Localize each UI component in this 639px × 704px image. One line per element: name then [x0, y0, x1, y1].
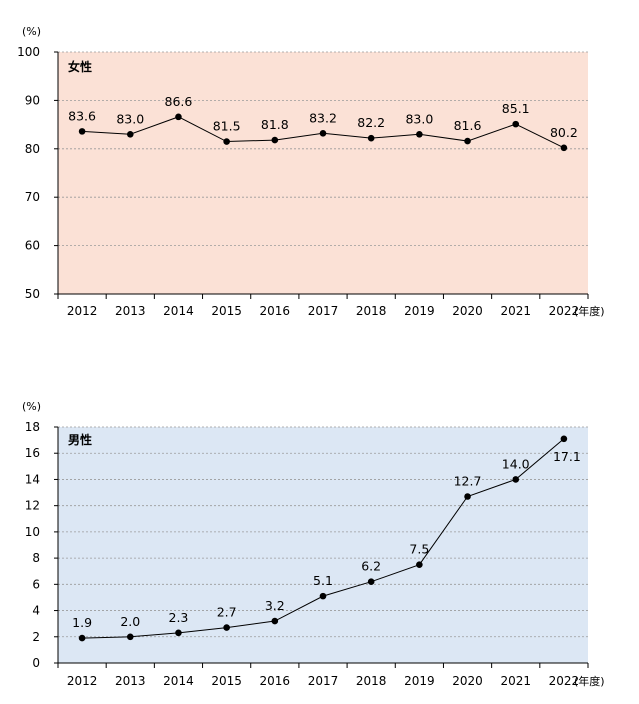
- panel-label: 女性: [68, 59, 92, 74]
- x-tick-label: 2017: [308, 674, 339, 688]
- x-unit-label: (年度): [574, 674, 605, 688]
- y-tick-label: 70: [25, 190, 40, 204]
- panel-female: 50 60 70 80 90 100 2012 2013 2014 2015 2016 2017 201…: [17, 25, 605, 318]
- data-point: [223, 138, 230, 145]
- x-tick-label: 2013: [115, 674, 146, 688]
- data-label: 7.5: [409, 542, 429, 557]
- data-point: [271, 136, 279, 144]
- y-tick-label: 10: [25, 525, 40, 539]
- data-label: 2.0: [120, 614, 140, 629]
- x-tick-label: 2012: [67, 674, 98, 688]
- y-tick-label: 100: [17, 45, 40, 59]
- data-label: 12.7: [454, 473, 482, 488]
- y-tick-label: 90: [25, 93, 40, 107]
- panel-label: 男性: [68, 432, 92, 447]
- data-point: [512, 476, 520, 483]
- x-tick-label: 2016: [260, 304, 291, 318]
- x-tick-label: 2022: [549, 304, 580, 318]
- y-tick-label: 0: [32, 656, 40, 670]
- data-label: 83.6: [68, 108, 96, 123]
- y-tick-label: 14: [25, 472, 40, 486]
- data-label: 83.0: [116, 111, 144, 126]
- data-point: [126, 633, 134, 641]
- data-point: [271, 617, 279, 625]
- data-label: 81.8: [261, 117, 289, 132]
- y-unit-label: (%): [22, 400, 41, 413]
- data-label: 17.1: [553, 449, 581, 464]
- data-label: 86.6: [165, 94, 193, 109]
- data-point: [126, 130, 134, 138]
- data-point: [78, 634, 86, 642]
- y-tick-label: 2: [32, 630, 40, 644]
- x-tick-label: 2012: [67, 304, 98, 318]
- x-tick-label: 2017: [308, 304, 339, 318]
- y-tick-label: 60: [25, 239, 40, 253]
- x-tick-label: 2013: [115, 304, 146, 318]
- panel-male: 0 2 4 6 8 10 12 14 16 18 2012 2013 2014 2015 2016 2017 2…: [22, 400, 605, 688]
- data-point: [319, 130, 327, 137]
- data-point: [512, 120, 520, 128]
- y-tick-label: 12: [25, 499, 40, 513]
- plot-background: [58, 427, 588, 663]
- x-tick-label: 2019: [404, 304, 435, 318]
- data-point: [78, 128, 86, 135]
- x-tick-label: 2020: [452, 304, 483, 318]
- x-tick-label: 2020: [452, 674, 483, 688]
- data-point: [464, 137, 471, 145]
- data-point: [416, 130, 423, 138]
- y-tick-label: 4: [32, 604, 40, 618]
- data-label: 83.2: [309, 110, 337, 125]
- x-unit-label: (年度): [574, 304, 605, 318]
- x-tick-label: 2021: [500, 674, 531, 688]
- data-label: 80.2: [550, 125, 578, 140]
- data-label: 2.3: [169, 610, 189, 625]
- y-tick-label: 16: [25, 446, 40, 460]
- x-tick-label: 2014: [163, 674, 194, 688]
- y-tick-label: 80: [25, 142, 40, 156]
- data-label: 81.6: [454, 118, 482, 133]
- x-tick-label: 2019: [404, 674, 435, 688]
- data-label: 3.2: [265, 598, 285, 613]
- x-tick-label: 2015: [211, 304, 242, 318]
- y-tick-label: 8: [32, 551, 40, 565]
- x-tick-label: 2014: [163, 304, 194, 318]
- x-tick-label: 2021: [500, 304, 531, 318]
- data-point: [175, 113, 182, 121]
- data-point: [560, 144, 568, 152]
- x-tick-label: 2015: [211, 674, 242, 688]
- y-unit-label: (%): [22, 25, 41, 38]
- data-point: [560, 435, 568, 443]
- data-label: 5.1: [313, 573, 333, 588]
- data-point: [367, 578, 375, 586]
- data-label: 85.1: [502, 101, 530, 116]
- x-tick-label: 2016: [260, 674, 291, 688]
- x-tick-label: 2018: [356, 674, 387, 688]
- data-label: 6.2: [361, 559, 381, 574]
- data-point: [367, 134, 375, 142]
- data-point: [416, 561, 423, 568]
- data-point: [223, 624, 230, 631]
- data-point: [319, 592, 327, 600]
- y-tick-label: 50: [25, 287, 40, 301]
- y-tick-label: 18: [25, 420, 40, 434]
- x-tick-label: 2022: [549, 674, 580, 688]
- data-point: [175, 629, 182, 637]
- data-label: 1.9: [72, 615, 92, 630]
- data-label: 82.2: [357, 115, 385, 130]
- data-label: 83.0: [405, 111, 433, 126]
- x-tick-label: 2018: [356, 304, 387, 318]
- data-label: 2.7: [217, 605, 237, 620]
- data-point: [464, 493, 471, 500]
- y-tick-label: 6: [32, 577, 40, 591]
- plot-background: [58, 52, 588, 294]
- data-label: 14.0: [502, 456, 530, 471]
- data-label: 81.5: [213, 119, 241, 134]
